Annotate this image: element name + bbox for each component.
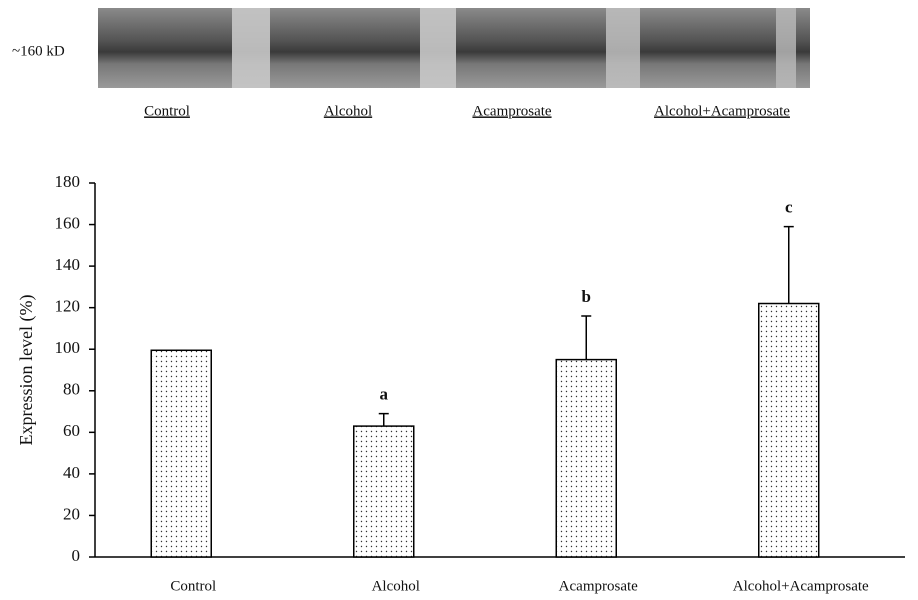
- y-tick-label: 100: [55, 338, 81, 357]
- lane-label: Control: [144, 103, 190, 119]
- significance-label: a: [380, 385, 389, 404]
- bar: [759, 304, 819, 557]
- y-tick-label: 0: [72, 546, 81, 565]
- y-tick-label: 40: [63, 463, 80, 482]
- page: {"blot": {"marker": "~160 kD", "lanes": …: [0, 0, 918, 600]
- y-tick-label: 180: [55, 172, 81, 191]
- figure: ~160 kD Control Alcohol Acamprosate Alco…: [0, 0, 918, 600]
- significance-label: b: [582, 287, 591, 306]
- lane-label: Alcohol: [324, 103, 372, 119]
- y-tick-label: 140: [55, 255, 81, 274]
- error-bar: [379, 414, 389, 426]
- x-tick-label: Control: [170, 578, 216, 594]
- blot-image: [98, 8, 810, 88]
- blot-marker: ~160 kD: [12, 43, 65, 59]
- bar: [151, 350, 211, 557]
- x-tick-label: Acamprosate: [559, 578, 638, 594]
- y-tick-label: 160: [55, 213, 81, 232]
- bar: [556, 360, 616, 557]
- y-tick-label: 120: [55, 297, 81, 316]
- significance-label: c: [785, 198, 793, 217]
- y-tick-label: 20: [63, 504, 80, 523]
- y-tick-label: 80: [63, 380, 80, 399]
- lane-label: Alcohol+Acamprosate: [654, 103, 790, 119]
- error-bar: [784, 227, 794, 304]
- y-axis-title: Expression level (%): [16, 295, 37, 446]
- x-tick-label: Alcohol: [372, 578, 420, 594]
- error-bar: [581, 316, 591, 360]
- y-tick-label: 60: [63, 421, 80, 440]
- bar: [354, 426, 414, 557]
- lane-label: Acamprosate: [472, 103, 551, 119]
- x-tick-label: Alcohol+Acamprosate: [733, 578, 869, 594]
